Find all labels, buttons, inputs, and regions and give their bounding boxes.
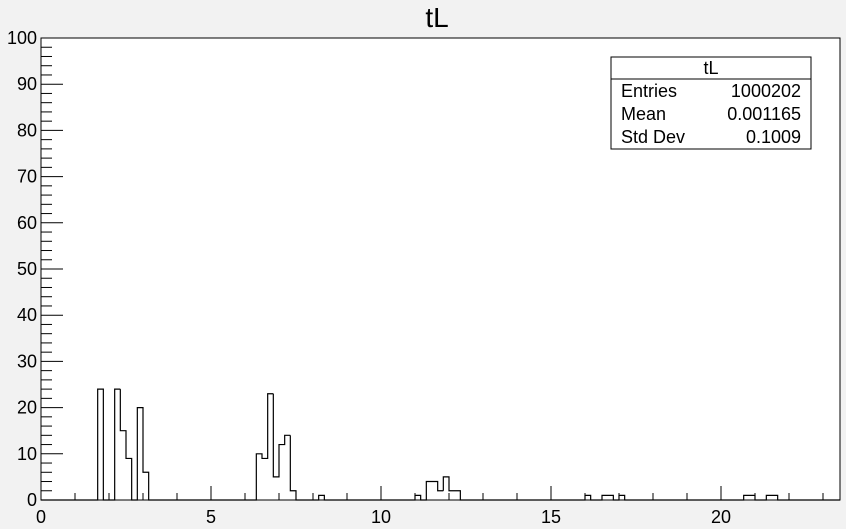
stats-box-frame [610, 56, 812, 150]
y-tick-label: 70 [17, 167, 37, 187]
chart-title: tL [425, 2, 448, 33]
y-tick-label: 100 [7, 28, 37, 48]
y-axis: 0 10 20 30 40 50 60 70 80 90 100 [7, 28, 63, 510]
x-axis: 0 5 10 15 20 [36, 486, 824, 527]
x-tick-label: 20 [711, 507, 731, 527]
y-tick-label: 80 [17, 120, 37, 140]
x-tick-label: 15 [541, 507, 561, 527]
y-tick-label: 50 [17, 259, 37, 279]
y-tick-label: 20 [17, 398, 37, 418]
y-tick-label: 30 [17, 351, 37, 371]
y-tick-label: 90 [17, 74, 37, 94]
stats-header: tL [703, 58, 718, 78]
stats-stddev-value: 0.1009 [746, 127, 801, 147]
x-tick-label: 0 [36, 507, 46, 527]
stats-mean-value: 0.001165 [727, 104, 801, 124]
x-tick-label: 10 [371, 507, 391, 527]
histogram-outline [41, 388, 840, 501]
stats-entries-value: 1000202 [731, 81, 801, 101]
y-tick-label: 60 [17, 213, 37, 233]
x-tick-label: 5 [206, 507, 216, 527]
stats-entries-label: Entries [621, 81, 677, 101]
stats-mean-label: Mean [621, 104, 666, 124]
stats-box: tL Entries 1000202 Mean 0.001165 Std Dev… [610, 56, 812, 150]
y-tick-label: 0 [27, 490, 37, 510]
y-tick-label: 40 [17, 305, 37, 325]
y-tick-label: 10 [17, 444, 37, 464]
stats-stddev-label: Std Dev [621, 127, 685, 147]
